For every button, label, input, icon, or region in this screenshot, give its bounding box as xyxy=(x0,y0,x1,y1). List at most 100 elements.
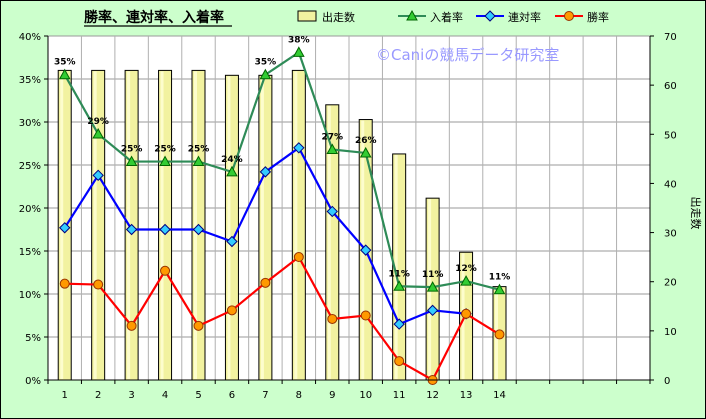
data-label: 29% xyxy=(87,117,109,127)
line-series xyxy=(58,46,506,385)
y2-tick-label: 70 xyxy=(664,32,677,43)
y-tick-label: 10% xyxy=(19,290,41,301)
point-diamond xyxy=(326,205,338,218)
x-tick-label: 7 xyxy=(262,390,268,401)
x-tick-label: 2 xyxy=(95,390,101,401)
y2-tick-label: 60 xyxy=(664,81,677,92)
x-tick-label: 1 xyxy=(62,390,68,401)
data-label: 11% xyxy=(489,273,511,283)
point-triangle xyxy=(159,155,171,167)
watermark: ©Caniの競馬データ研究室 xyxy=(376,46,559,64)
y2-tick-label: 30 xyxy=(664,229,677,240)
x-tick-label: 14 xyxy=(493,390,506,401)
gridlines xyxy=(48,35,650,381)
point-triangle xyxy=(192,155,205,167)
y-tick-label: 25% xyxy=(19,161,41,172)
point-diamond xyxy=(59,222,71,234)
bar-highlight xyxy=(294,71,298,380)
data-labels: 35% 29% 25% 25% 25% 24% 35% 38% 27% 26% 11% 11% 12% 1… xyxy=(54,35,510,282)
legend-marker xyxy=(564,11,574,21)
y2-tick-label: 40 xyxy=(664,179,677,190)
y-tick-label: 20% xyxy=(19,204,41,215)
point-circle xyxy=(260,277,271,288)
point-triangle xyxy=(58,68,71,80)
y2-tick-label: 10 xyxy=(664,327,677,338)
legend-swatch-bar xyxy=(297,10,317,22)
point-diamond xyxy=(192,223,205,236)
point-circle xyxy=(226,305,237,316)
x-tick-label: 5 xyxy=(195,390,201,401)
bar-highlight xyxy=(327,105,331,380)
point-diamond xyxy=(125,223,138,236)
y-tick-label: 5% xyxy=(25,333,41,344)
point-circle xyxy=(461,308,472,319)
bar-highlight xyxy=(93,71,97,380)
series-line xyxy=(63,50,500,291)
data-label: 11% xyxy=(388,269,410,279)
x-tick-label: 10 xyxy=(359,390,372,401)
y-tick-label: 30% xyxy=(19,118,41,129)
x-tick-label: 13 xyxy=(460,390,473,401)
legend-marker xyxy=(406,9,418,21)
point-triangle xyxy=(292,46,305,57)
point-diamond xyxy=(226,235,238,248)
point-circle xyxy=(93,279,104,290)
point-diamond xyxy=(92,169,104,182)
data-label: 38% xyxy=(288,35,310,45)
x-tick-label: 12 xyxy=(426,390,439,401)
point-circle xyxy=(193,320,204,331)
y2-tick-label: 50 xyxy=(664,130,677,141)
bar-highlight xyxy=(227,76,231,380)
data-label: 27% xyxy=(322,133,344,143)
point-circle xyxy=(160,265,171,276)
point-diamond xyxy=(393,318,405,330)
legend: 出走数 入着率 連対率 勝率 xyxy=(297,9,609,24)
point-diamond xyxy=(293,142,305,154)
chart-title: 勝率、連対率、入着率 xyxy=(84,9,224,26)
point-diamond xyxy=(426,304,439,317)
legend-label: 出走数 xyxy=(322,10,355,24)
data-label: 12% xyxy=(455,264,477,274)
point-triangle xyxy=(92,128,105,139)
bar xyxy=(291,69,306,381)
data-label: 35% xyxy=(54,58,76,68)
bar xyxy=(224,74,239,381)
point-triangle xyxy=(226,165,238,177)
series-line xyxy=(64,255,501,382)
x-tick-label: 8 xyxy=(296,390,302,401)
x-tick-label: 4 xyxy=(162,390,168,401)
point-diamond xyxy=(259,166,272,178)
y-tick-label: 0% xyxy=(25,376,41,387)
bar-highlight xyxy=(160,71,164,380)
data-label: 25% xyxy=(154,145,176,155)
point-circle xyxy=(360,310,371,321)
data-label: 25% xyxy=(188,145,210,155)
y2-axis-label: 出走数 xyxy=(689,197,703,230)
bar xyxy=(258,74,273,381)
data-label: 25% xyxy=(121,145,143,155)
x-tick-label: 3 xyxy=(128,390,134,401)
data-label: 24% xyxy=(221,155,243,165)
point-triangle xyxy=(326,143,339,155)
y-tick-label: 40% xyxy=(19,32,41,43)
point-diamond xyxy=(360,244,372,256)
bar-highlight xyxy=(194,71,197,380)
point-triangle xyxy=(460,275,472,286)
point-circle xyxy=(394,356,405,367)
point-diamond xyxy=(159,223,171,236)
y2-tick-label: 20 xyxy=(664,278,677,289)
bar-highlight xyxy=(260,76,264,380)
point-circle xyxy=(327,313,338,324)
x-tick-label: 9 xyxy=(329,390,335,401)
point-circle xyxy=(293,252,304,263)
legend-marker xyxy=(484,10,496,22)
y-tick-label: 35% xyxy=(19,75,41,86)
point-triangle xyxy=(393,280,406,291)
point-triangle xyxy=(125,155,138,167)
legend-label: 連対率 xyxy=(508,10,541,24)
point-triangle xyxy=(493,283,506,295)
legend-label: 入着率 xyxy=(430,10,463,24)
point-triangle xyxy=(259,68,272,80)
y2-tick-label: 0 xyxy=(664,376,670,387)
